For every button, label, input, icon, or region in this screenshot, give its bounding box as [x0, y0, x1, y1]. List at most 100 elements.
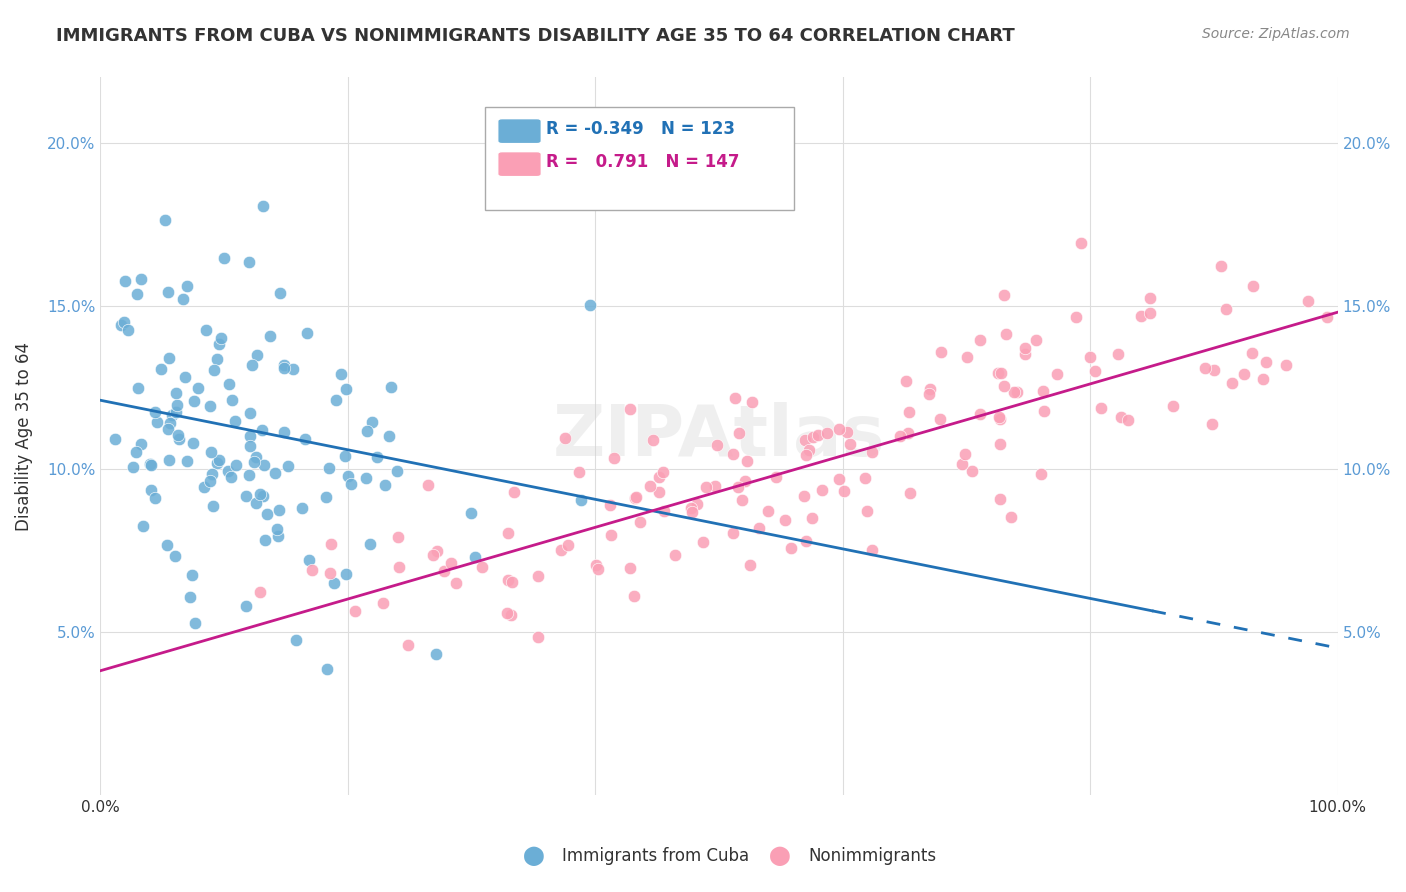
Text: R = -0.349   N = 123: R = -0.349 N = 123 — [546, 120, 734, 138]
Point — [1014, 341, 1036, 355]
Point — [117, 323, 139, 337]
Point — [267, 502, 290, 516]
Point — [179, 590, 201, 604]
Point — [969, 333, 991, 347]
Text: ZIPAtlas: ZIPAtlas — [553, 401, 886, 471]
Point — [554, 431, 576, 445]
Point — [860, 444, 883, 458]
Text: Source: ZipAtlas.com: Source: ZipAtlas.com — [1202, 27, 1350, 41]
Point — [1111, 410, 1133, 425]
Point — [801, 510, 824, 524]
Point — [238, 255, 260, 269]
Point — [146, 415, 169, 429]
Point — [284, 632, 307, 647]
Point — [1161, 399, 1184, 413]
Point — [335, 449, 357, 463]
Point — [209, 331, 232, 345]
Point — [110, 318, 132, 333]
Point — [416, 478, 439, 492]
Point — [378, 429, 401, 443]
Point — [779, 541, 801, 556]
Point — [579, 298, 602, 312]
Point — [380, 380, 402, 394]
Point — [239, 429, 262, 443]
Point — [464, 549, 486, 564]
Point — [160, 408, 183, 422]
Point — [897, 426, 920, 441]
Point — [1000, 510, 1022, 524]
Point — [165, 405, 187, 419]
Text: R =   0.791   N = 147: R = 0.791 N = 147 — [546, 153, 740, 171]
Point — [316, 662, 339, 676]
Point — [256, 507, 278, 521]
Point — [181, 567, 204, 582]
Point — [1078, 350, 1101, 364]
Point — [1084, 364, 1107, 378]
Point — [129, 272, 152, 286]
Point — [172, 292, 194, 306]
Point — [960, 464, 983, 478]
Point — [183, 394, 205, 409]
Point — [339, 477, 361, 491]
Point — [217, 464, 239, 478]
Point — [1209, 259, 1232, 273]
Point — [127, 381, 149, 395]
Point — [988, 492, 1011, 507]
Point — [195, 323, 218, 337]
Point — [252, 423, 274, 437]
Point — [527, 631, 550, 645]
Text: IMMIGRANTS FROM CUBA VS NONIMMIGRANTS DISABILITY AGE 35 TO 64 CORRELATION CHART: IMMIGRANTS FROM CUBA VS NONIMMIGRANTS DI… — [56, 27, 1015, 45]
Point — [266, 521, 288, 535]
Point — [706, 438, 728, 452]
Point — [201, 499, 224, 513]
Point — [731, 492, 754, 507]
Point — [121, 459, 143, 474]
Point — [249, 487, 271, 501]
Point — [623, 590, 645, 604]
Point — [385, 464, 408, 478]
Point — [249, 584, 271, 599]
Point — [993, 378, 1015, 392]
Point — [298, 552, 321, 566]
Text: Nonimmigrants: Nonimmigrants — [808, 847, 936, 865]
Point — [297, 326, 319, 340]
Point — [599, 498, 621, 512]
Point — [1215, 302, 1237, 317]
Point — [1201, 417, 1223, 431]
Point — [741, 395, 763, 409]
Point — [221, 470, 243, 484]
Point — [853, 470, 876, 484]
Point — [931, 345, 953, 359]
Point — [212, 252, 235, 266]
Point — [664, 548, 686, 562]
Point — [586, 562, 609, 576]
Point — [990, 366, 1012, 380]
Point — [1033, 403, 1056, 417]
Point — [183, 435, 205, 450]
Point — [335, 566, 357, 581]
Point — [799, 443, 821, 458]
Point — [218, 377, 240, 392]
Point — [550, 542, 572, 557]
Point — [269, 286, 291, 301]
Point — [832, 484, 855, 499]
Point — [920, 382, 942, 396]
Point — [440, 557, 463, 571]
Point — [651, 465, 673, 479]
Point — [1296, 294, 1319, 309]
Point — [200, 445, 222, 459]
Point — [794, 448, 817, 462]
Point — [557, 537, 579, 551]
Point — [176, 278, 198, 293]
Point — [245, 495, 267, 509]
Point — [1240, 346, 1263, 360]
Point — [1220, 376, 1243, 391]
Point — [157, 453, 180, 467]
Point — [603, 451, 626, 466]
Point — [1275, 359, 1298, 373]
Point — [953, 447, 976, 461]
Y-axis label: Disability Age 35 to 64: Disability Age 35 to 64 — [15, 342, 32, 531]
Point — [628, 515, 651, 529]
Point — [318, 566, 340, 581]
Point — [114, 274, 136, 288]
